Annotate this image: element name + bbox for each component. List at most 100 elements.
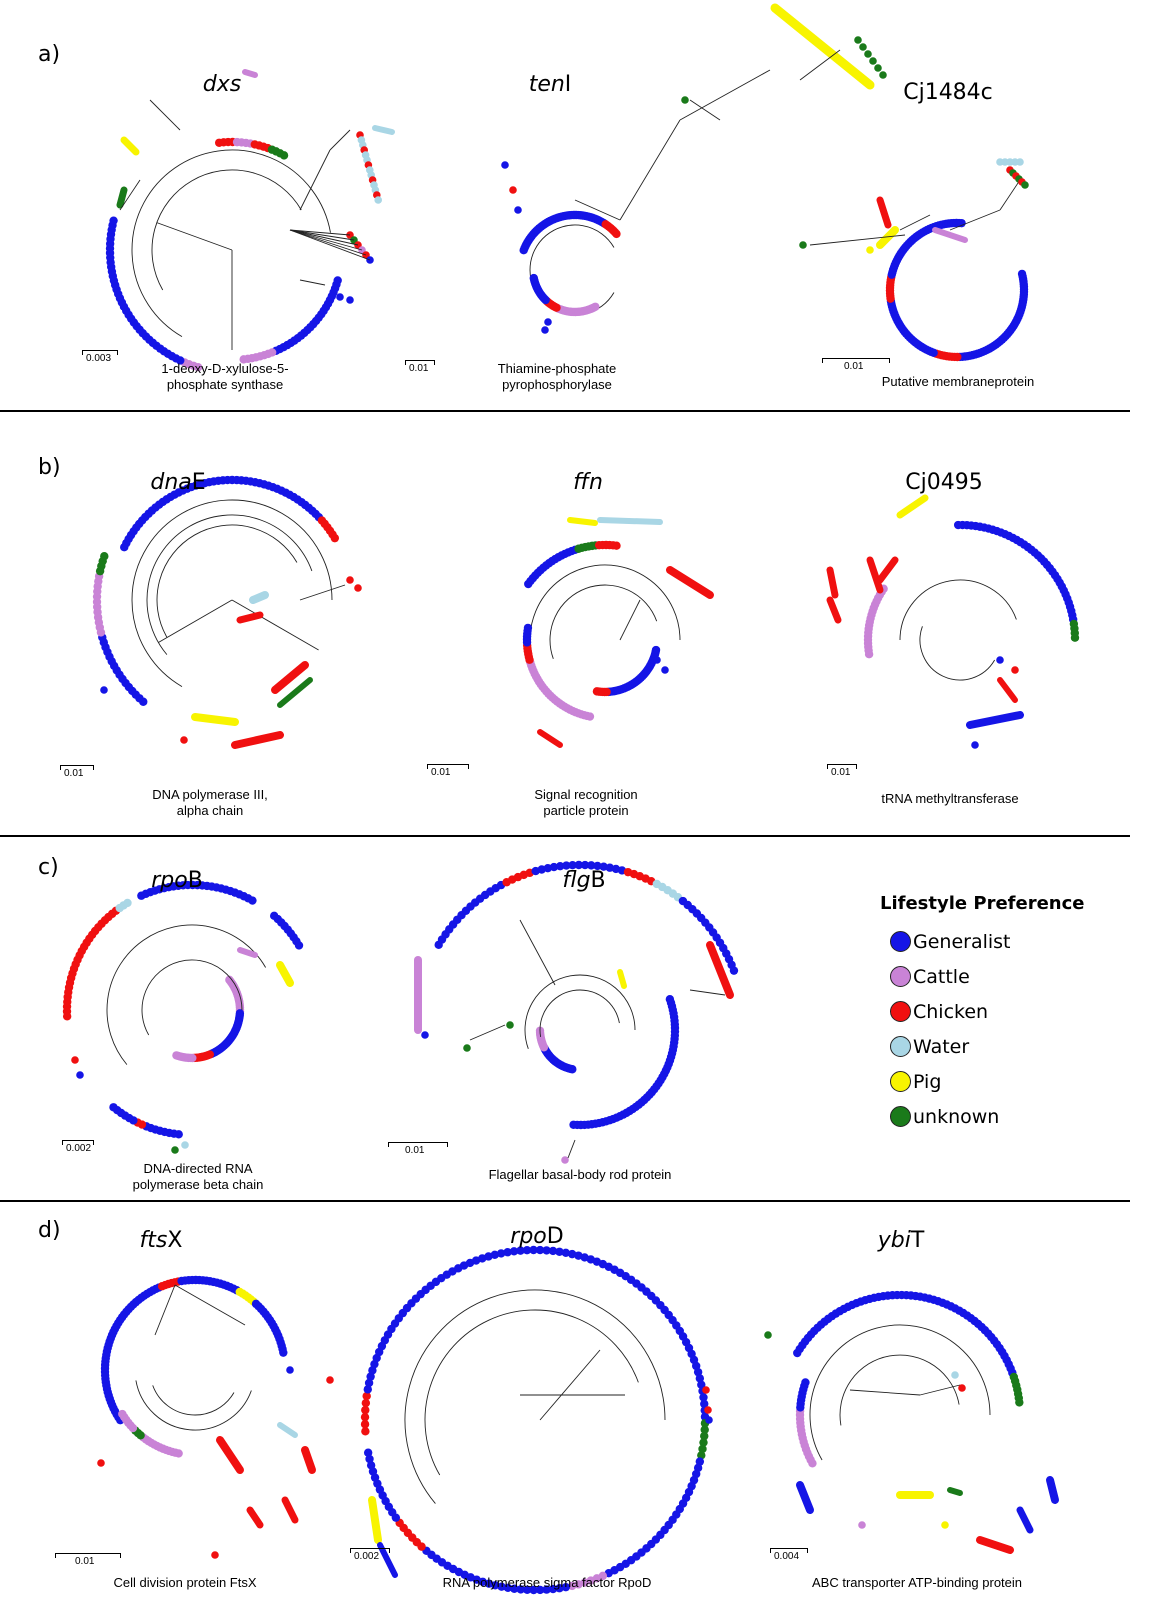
tip-dot <box>587 861 596 870</box>
tip-dot <box>516 1585 525 1594</box>
tip-dot <box>71 1056 79 1064</box>
tip-dot <box>100 686 108 694</box>
tip-dot <box>567 1249 577 1259</box>
branch-arc <box>135 1380 252 1431</box>
clade-band <box>932 227 968 243</box>
clade-band <box>706 941 734 999</box>
clade-band <box>120 136 140 156</box>
tip-dot <box>941 1521 949 1529</box>
tree-title-cj1484c: Cj1484c <box>903 80 993 105</box>
branch-arc <box>424 1309 639 1476</box>
tip-dot <box>286 1366 294 1374</box>
caption-rpoD: RNA polymerase sigma factor RpoD <box>442 1575 652 1590</box>
clade-band <box>276 961 294 987</box>
tip-dot <box>181 1141 189 1149</box>
tip-dot <box>695 1374 705 1383</box>
tip-dot <box>879 71 887 79</box>
tip-dot <box>859 43 867 51</box>
tip-dot <box>561 1582 571 1592</box>
legend-swatch <box>890 966 911 987</box>
legend-item-unknown: unknown <box>880 1099 1084 1134</box>
tip-dot <box>363 1385 372 1394</box>
tip-dot <box>522 1245 532 1255</box>
tip-dot <box>509 1247 519 1256</box>
divider-cd <box>0 1200 1130 1202</box>
branch-line <box>999 179 1021 211</box>
branch-arc <box>539 989 620 1038</box>
branch-line <box>329 129 351 151</box>
tip-dot <box>661 666 669 674</box>
clade-band <box>277 677 313 708</box>
tip-dot <box>503 1583 513 1593</box>
clade-band <box>866 556 884 594</box>
clade-band <box>796 1481 814 1514</box>
tip-dot <box>555 1584 564 1593</box>
caption-ftsX: Cell division protein FtsX <box>113 1575 257 1590</box>
clade-band <box>947 1487 963 1496</box>
clade-band <box>876 196 892 229</box>
caption-dnaE: DNA polymerase III, alpha chain <box>152 787 268 818</box>
tip-dot <box>555 862 565 871</box>
tip-dot <box>294 941 304 950</box>
clade-band <box>191 713 239 726</box>
tree-title-tenI: tenI <box>528 72 572 97</box>
branch-line <box>299 149 331 211</box>
tip-dot <box>592 687 602 696</box>
tip-dot <box>612 541 621 550</box>
tip-dot <box>568 860 577 870</box>
tip-dot <box>509 186 517 194</box>
branch-line <box>619 599 641 641</box>
branch-line <box>231 599 319 651</box>
clade-band <box>876 226 899 249</box>
clade-band <box>116 186 128 209</box>
tip-dot <box>76 1071 84 1079</box>
panel-label-a: a) <box>38 42 61 67</box>
branch-line <box>289 229 371 261</box>
tip-dot <box>958 1384 966 1392</box>
clade-band <box>617 969 627 989</box>
panel-label-b: b) <box>38 455 61 480</box>
tip-dot <box>211 1551 219 1559</box>
branch-arc <box>809 1324 991 1461</box>
branch-line <box>567 1139 576 1159</box>
branch-line <box>289 229 359 246</box>
clade-band <box>876 556 899 584</box>
legend-swatch <box>890 1071 911 1092</box>
tip-dot <box>529 1245 538 1255</box>
tip-dot <box>248 896 257 905</box>
tip-dot <box>1070 633 1080 642</box>
clade-band <box>770 3 875 90</box>
branch-line <box>679 69 771 121</box>
branch-arc <box>106 924 267 1065</box>
caption-rpoB: DNA-directed RNA polymerase beta chain <box>132 1161 264 1192</box>
tip-dot <box>374 196 383 204</box>
branch-line <box>689 99 721 121</box>
tip-dot <box>529 273 538 283</box>
tip-dot <box>801 1378 810 1387</box>
clade-band <box>826 596 842 624</box>
panel-label-c: c) <box>38 855 59 880</box>
tip-dot <box>362 1391 371 1401</box>
clade-band <box>246 1506 264 1529</box>
branch-arc <box>919 626 996 681</box>
branch-line <box>919 1384 961 1396</box>
tip-dot <box>1016 158 1024 166</box>
branch-line <box>519 919 556 986</box>
tip-dot <box>854 36 862 44</box>
tip-dot <box>501 161 509 169</box>
tip-dot <box>593 861 602 871</box>
tip-dot <box>529 1585 538 1595</box>
tip-dot <box>580 860 590 870</box>
tip-dot <box>523 1585 532 1595</box>
legend-swatch <box>890 1036 911 1057</box>
tip-dot <box>697 1380 706 1389</box>
clade-band <box>896 494 929 519</box>
branch-line <box>149 99 181 131</box>
tip-dot <box>506 1021 514 1029</box>
tip-dot <box>764 1331 772 1339</box>
legend-title: Lifestyle Preference <box>880 893 1085 914</box>
tip-dot <box>704 1406 712 1414</box>
tip-dot <box>561 1248 571 1258</box>
legend: Lifestyle Preference Generalist Cattle C… <box>880 893 1084 1134</box>
tip-dot <box>858 1521 866 1529</box>
